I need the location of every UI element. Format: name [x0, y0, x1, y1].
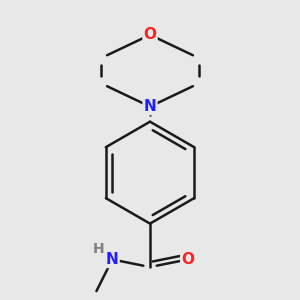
Text: N: N	[144, 99, 156, 114]
Text: O: O	[181, 252, 194, 267]
Text: O: O	[143, 27, 157, 42]
Text: N: N	[106, 252, 118, 267]
Text: H: H	[93, 242, 105, 256]
